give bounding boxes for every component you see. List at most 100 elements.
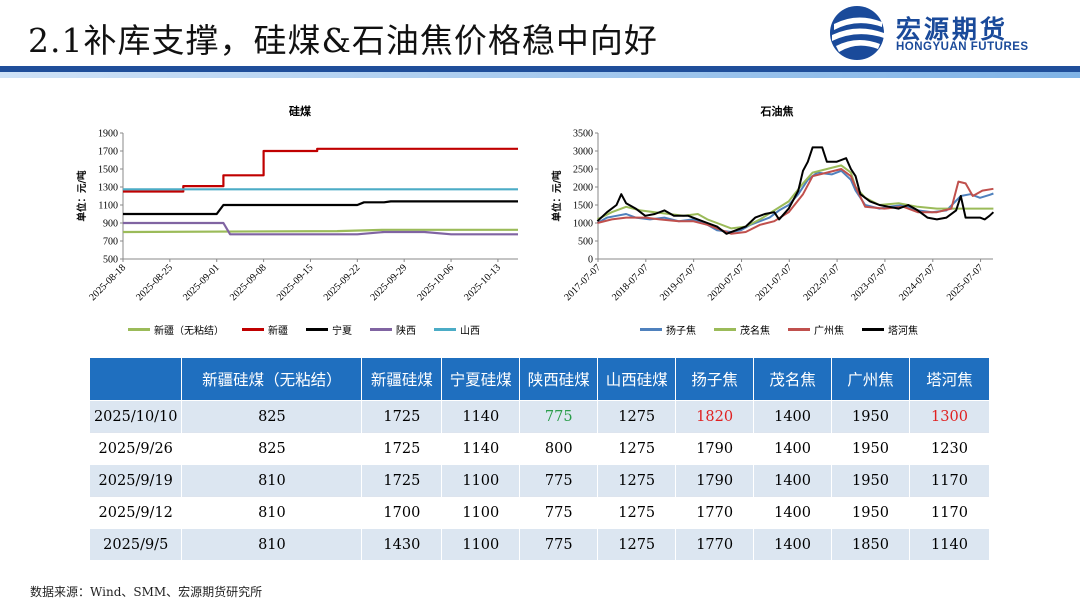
y-tick-label: 500 xyxy=(103,255,118,266)
table-cell: 810 xyxy=(181,464,363,497)
table-cell: 1950 xyxy=(831,432,910,465)
petcoke-legend: 扬子焦 茂名焦 广州焦 塔河焦 xyxy=(640,322,936,337)
table-body: 2025/10/10 825 1725 1140 775 1275 1820 1400 1950… xyxy=(90,400,991,560)
table-date-cell: 2025/9/19 xyxy=(90,464,183,497)
table-cell: 810 xyxy=(181,496,363,529)
table-cell: 1820 xyxy=(675,400,755,433)
y-tick-label: 3500 xyxy=(573,129,593,140)
table-cell: 1170 xyxy=(909,496,991,529)
table-header-cell: 山西硅煤 xyxy=(597,358,677,401)
series-line xyxy=(596,164,994,230)
table-cell: 1400 xyxy=(753,432,833,465)
table-header-cell: 新疆硅煤（无粘结） xyxy=(181,358,363,401)
legend-label: 新疆 xyxy=(268,326,288,337)
table-cell: 1100 xyxy=(441,464,521,497)
x-tick-label: 2021-07-07 xyxy=(754,262,795,303)
y-tick-label: 3000 xyxy=(573,147,593,158)
table-header-cell xyxy=(90,358,183,401)
chart-title: 硅煤 xyxy=(289,104,312,118)
legend-item: 山西 xyxy=(434,322,480,337)
table-cell: 1790 xyxy=(675,432,755,465)
legend-swatch xyxy=(788,328,810,331)
table-row: 2025/9/5 810 1430 1100 775 1275 1770 1400 1850 11… xyxy=(90,528,991,560)
x-tick-label: 2025-08-25 xyxy=(134,262,175,303)
table-cell: 1700 xyxy=(361,496,443,529)
y-tick-label: 2500 xyxy=(573,165,593,176)
table-date-cell: 2025/9/5 xyxy=(90,528,183,560)
chart-title: 石油焦 xyxy=(760,104,794,118)
table-cell: 1400 xyxy=(753,464,833,497)
table-date-cell: 2025/10/10 xyxy=(90,400,183,433)
table-cell: 1300 xyxy=(909,400,991,433)
legend-label: 宁夏 xyxy=(332,326,352,337)
table-cell: 1275 xyxy=(597,528,677,560)
table-cell: 1275 xyxy=(597,464,677,497)
table-row: 2025/9/26 825 1725 1140 800 1275 1790 1400 1950 1… xyxy=(90,432,991,465)
table-cell: 1790 xyxy=(675,464,755,497)
legend-label: 陕西 xyxy=(396,326,416,337)
x-tick-label: 2025-09-29 xyxy=(369,262,410,303)
legend-item: 新疆 xyxy=(242,322,288,337)
y-tick-label: 0 xyxy=(588,255,593,266)
table-cell: 1100 xyxy=(441,528,521,560)
table-cell: 825 xyxy=(181,432,363,465)
table-cell: 1400 xyxy=(753,400,833,433)
series-line xyxy=(122,228,518,234)
legend-swatch xyxy=(714,328,736,331)
table-cell: 1275 xyxy=(597,496,677,529)
table-header-cell: 陕西硅煤 xyxy=(519,358,599,401)
table-cell: 1400 xyxy=(753,528,833,560)
legend-swatch xyxy=(370,328,392,331)
y-tick-label: 1700 xyxy=(98,147,118,158)
legend-swatch xyxy=(640,328,662,331)
x-tick-label: 2025-07-07 xyxy=(945,262,986,303)
legend-item: 宁夏 xyxy=(306,322,352,337)
table-cell: 1140 xyxy=(909,528,991,560)
table-cell: 1950 xyxy=(831,496,910,529)
x-tick-label: 2025-08-18 xyxy=(87,262,128,303)
table-cell: 825 xyxy=(181,400,363,433)
table-cell: 1430 xyxy=(361,528,443,560)
table-row: 2025/9/12 810 1700 1100 775 1275 1770 1400 1950 1… xyxy=(90,496,991,529)
legend-label: 山西 xyxy=(460,326,480,337)
y-axis-label: 单位：元/吨 xyxy=(551,170,563,221)
x-tick-label: 2025-10-06 xyxy=(415,262,456,303)
table-cell: 775 xyxy=(519,496,599,529)
series-line xyxy=(597,168,994,235)
series-line xyxy=(123,221,518,236)
y-tick-label: 1000 xyxy=(573,219,593,230)
header-divider-accent xyxy=(0,72,1080,78)
table-cell: 1950 xyxy=(831,464,910,497)
table-header-cell: 宁夏硅煤 xyxy=(441,358,521,401)
data-source-note: 数据来源：Wind、SMM、宏源期货研究所 xyxy=(30,585,263,599)
logo-emblem-icon xyxy=(830,6,884,60)
table-date-cell: 2025/9/26 xyxy=(90,432,183,465)
x-tick-label: 2022-07-07 xyxy=(801,262,842,303)
logo-text-en: HONGYUAN FUTURES xyxy=(896,41,1029,53)
header-divider xyxy=(0,66,1080,72)
table-cell: 1770 xyxy=(675,528,755,560)
table-row: 2025/9/19 810 1725 1100 775 1275 1790 1400 1950 1… xyxy=(90,464,991,497)
x-tick-label: 2020-07-07 xyxy=(706,262,747,303)
series-line xyxy=(123,200,518,216)
table-cell: 775 xyxy=(519,400,599,433)
legend-label: 茂名焦 xyxy=(740,326,770,337)
logo-text-cn: 宏源期货 xyxy=(896,15,1009,44)
x-tick-label: 2024-07-07 xyxy=(897,262,938,303)
x-tick-label: 2017-07-07 xyxy=(562,262,603,303)
charts-area: 硅煤 500 700 900 1100 1300 1500 1700 1900 单位：元/吨 202… xyxy=(76,104,995,303)
y-tick-label: 700 xyxy=(103,237,118,248)
silicon-coal-legend: 新疆（无粘结） 新疆 宁夏 陕西 山西 xyxy=(128,322,498,337)
legend-item: 茂名焦 xyxy=(714,322,770,337)
table-row: 2025/10/10 825 1725 1140 775 1275 1820 1400 1950… xyxy=(90,400,991,433)
legend-swatch xyxy=(128,328,150,331)
price-table: 新疆硅煤（无粘结） 新疆硅煤 宁夏硅煤 陕西硅煤 山西硅煤 扬子焦 茂名焦 广州… xyxy=(90,358,991,560)
table-cell: 1725 xyxy=(361,432,443,465)
table-date-cell: 2025/9/12 xyxy=(90,496,183,529)
table-header-cell: 扬子焦 xyxy=(675,358,755,401)
legend-label: 广州焦 xyxy=(814,326,844,337)
y-tick-label: 2000 xyxy=(573,183,593,194)
legend-item: 扬子焦 xyxy=(640,322,696,337)
legend-item: 新疆（无粘结） xyxy=(128,322,224,337)
y-tick-label: 1500 xyxy=(573,201,593,212)
